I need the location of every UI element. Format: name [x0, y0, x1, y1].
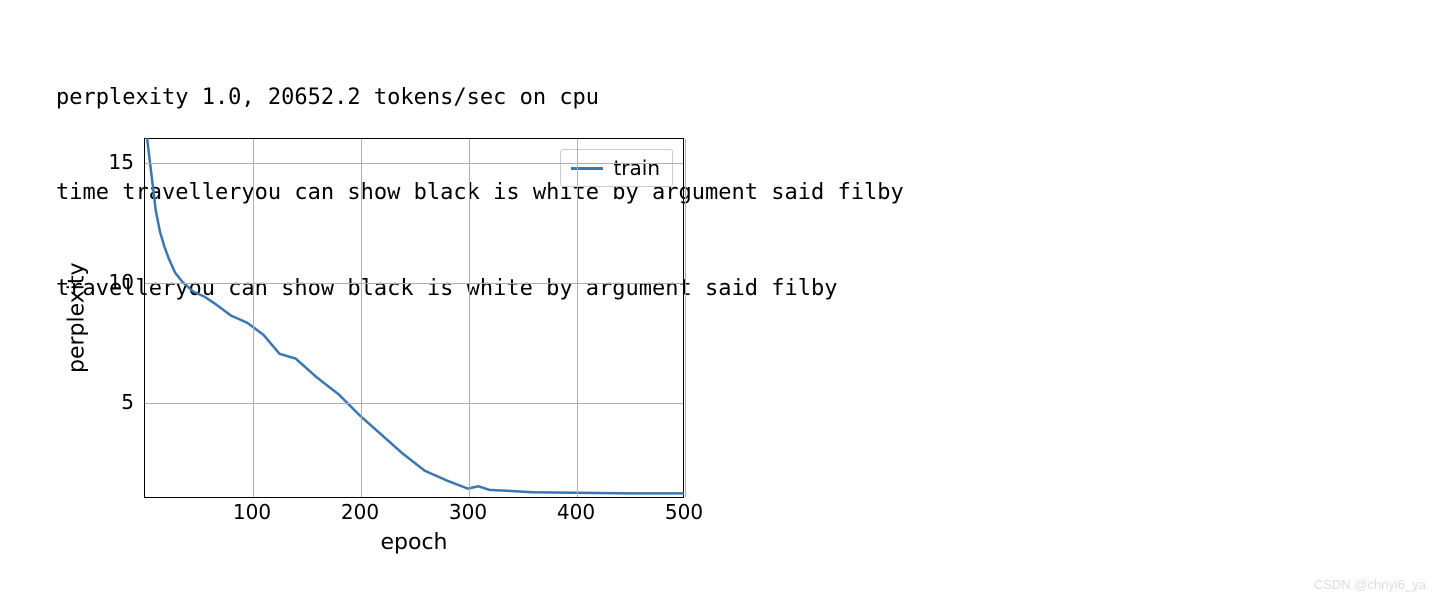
line-svg — [145, 139, 683, 497]
training-chart: perplexity train epoch 10020030040050051… — [72, 128, 712, 558]
gridline-v — [361, 139, 362, 497]
x-tick-label: 300 — [449, 500, 487, 524]
plot-area: train — [144, 138, 684, 498]
y-tick-label: 10 — [76, 270, 134, 294]
x-tick-label: 100 — [233, 500, 271, 524]
gridline-h — [145, 403, 683, 404]
gridline-v — [577, 139, 578, 497]
y-axis-label: perplexity — [62, 138, 92, 498]
gridline-h — [145, 283, 683, 284]
gridline-h — [145, 163, 683, 164]
x-tick-label: 200 — [341, 500, 379, 524]
watermark: CSDN @chnyi6_ya — [1314, 577, 1426, 592]
y-tick-label: 5 — [76, 390, 134, 414]
gridline-v — [685, 139, 686, 497]
x-tick-label: 500 — [665, 500, 703, 524]
train-line — [147, 139, 683, 493]
x-tick-label: 400 — [557, 500, 595, 524]
y-tick-label: 15 — [76, 150, 134, 174]
gridline-v — [469, 139, 470, 497]
legend-label: train — [613, 156, 660, 180]
gridline-v — [253, 139, 254, 497]
x-axis-label: epoch — [144, 530, 684, 555]
output-line: perplexity 1.0, 20652.2 tokens/sec on cp… — [56, 82, 1440, 114]
